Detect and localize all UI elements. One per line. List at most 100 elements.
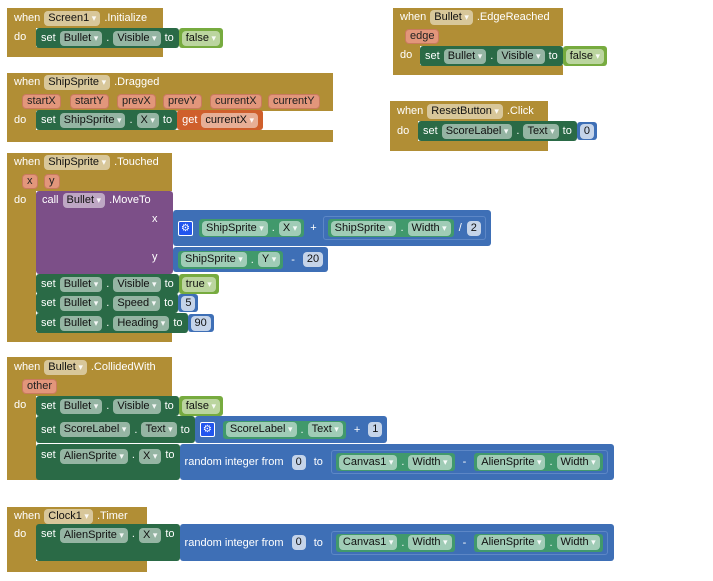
param-prevy[interactable]: prevY <box>163 94 202 109</box>
random-integer-block[interactable]: random integer from0toCanvas1.Width-Alie… <box>179 444 614 480</box>
param-other[interactable]: other <box>22 379 58 394</box>
component-dropdown[interactable]: AlienSprite <box>59 449 128 464</box>
property-dropdown[interactable]: Width <box>556 454 600 470</box>
component-dropdown[interactable]: Bullet <box>59 315 103 331</box>
component-dropdown[interactable]: ScoreLabel <box>59 422 131 437</box>
component-dropdown[interactable]: AlienSprite <box>59 528 128 543</box>
add-block[interactable]: ⚙ ScoreLabel.Text +1 <box>194 416 388 443</box>
component-dropdown[interactable]: ShipSprite <box>181 252 247 267</box>
param-prevx[interactable]: prevX <box>117 94 156 109</box>
property-dropdown[interactable]: Visible <box>113 398 161 414</box>
boolean-dropdown[interactable]: false <box>565 48 605 64</box>
property-dropdown[interactable]: X <box>138 449 162 464</box>
param-edge[interactable]: edge <box>405 29 440 44</box>
getter-block[interactable]: Canvas1.Width <box>335 533 455 552</box>
property-dropdown[interactable]: X <box>278 220 302 236</box>
boolean-dropdown[interactable]: false <box>181 398 221 414</box>
boolean-block[interactable]: false <box>178 396 224 416</box>
param-y[interactable]: y <box>44 174 60 189</box>
number-field[interactable]: 2 <box>466 220 481 236</box>
number-block[interactable]: 5 <box>178 294 199 312</box>
property-dropdown[interactable]: X <box>136 112 159 128</box>
number-field[interactable]: 1 <box>368 422 383 437</box>
param-startx[interactable]: startX <box>22 94 61 109</box>
number-field[interactable]: 90 <box>190 315 211 331</box>
param-currentx[interactable]: currentX <box>210 94 262 109</box>
component-dropdown[interactable]: ScoreLabel <box>225 422 297 437</box>
property-dropdown[interactable]: Width <box>407 220 451 236</box>
mutator-gear-icon[interactable]: ⚙ <box>199 422 215 437</box>
component-dropdown[interactable]: ShipSprite <box>202 220 268 236</box>
property-dropdown[interactable]: Width <box>408 454 452 470</box>
component-dropdown[interactable]: Bullet <box>62 192 106 208</box>
subtract-block[interactable]: Canvas1.Width-AlienSprite.Width <box>330 450 608 474</box>
property-dropdown[interactable]: Text <box>141 422 177 437</box>
getter-block[interactable]: AlienSprite.Width <box>474 453 603 471</box>
component-dropdown[interactable]: Canvas1 <box>338 535 398 550</box>
getter-block[interactable]: ScoreLabel.Text <box>222 420 346 439</box>
component-dropdown[interactable]: Bullet <box>59 30 103 46</box>
number-block[interactable]: 0 <box>576 122 597 140</box>
getter-block[interactable]: ShipSprite.Y <box>178 250 284 269</box>
getter-block[interactable]: ShipSprite.X <box>199 219 305 237</box>
getter-block[interactable]: ShipSprite.Width <box>327 219 454 237</box>
property-dropdown[interactable]: Visible <box>497 48 545 64</box>
number-field[interactable]: 5 <box>181 295 196 311</box>
property-dropdown[interactable]: Visible <box>113 276 161 292</box>
component-dropdown[interactable]: Bullet <box>59 295 103 311</box>
param-starty[interactable]: startY <box>70 94 109 109</box>
component-dropdown[interactable]: ShipSprite <box>59 112 126 128</box>
number-field[interactable]: 0 <box>579 123 594 139</box>
component-dropdown[interactable]: AlienSprite <box>477 454 546 470</box>
component-dropdown[interactable]: Screen1 <box>44 10 101 26</box>
boolean-dropdown[interactable]: false <box>181 30 221 46</box>
property-dropdown[interactable]: Y <box>257 252 281 267</box>
property-dropdown[interactable]: Visible <box>113 30 161 46</box>
number-field[interactable]: 0 <box>291 535 306 550</box>
number-field[interactable]: 0 <box>291 454 306 470</box>
subtract-block[interactable]: ShipSprite.Y-20 <box>173 247 329 272</box>
getter-block[interactable]: AlienSprite.Width <box>474 533 603 552</box>
param-x[interactable]: x <box>22 174 38 189</box>
subtract-block[interactable]: Canvas1.Width-AlienSprite.Width <box>330 530 608 555</box>
component-dropdown[interactable]: Bullet <box>430 9 473 25</box>
component-dropdown[interactable]: ResetButton <box>427 103 503 119</box>
component-dropdown[interactable]: Canvas1 <box>338 454 398 470</box>
property-dropdown[interactable]: Heading <box>113 315 170 331</box>
boolean-block[interactable]: false <box>562 46 608 66</box>
component-dropdown[interactable]: Bullet <box>59 398 103 414</box>
divide-block[interactable]: ShipSprite.Width / 2 <box>322 216 486 240</box>
component-dropdown[interactable]: ShipSprite <box>330 220 397 236</box>
boolean-block[interactable]: true <box>178 274 219 294</box>
param-currenty[interactable]: currentY <box>268 94 320 109</box>
component-dropdown[interactable]: Bullet <box>59 276 103 292</box>
component-dropdown[interactable]: Bullet <box>44 359 87 375</box>
component-dropdown[interactable]: ShipSprite <box>44 74 111 90</box>
property-dropdown[interactable]: Text <box>307 422 343 437</box>
number-block[interactable]: 90 <box>187 314 214 332</box>
variable-dropdown[interactable]: currentX <box>201 112 259 128</box>
add-block[interactable]: ⚙ShipSprite.X+ShipSprite.Width/2 <box>173 210 491 246</box>
boolean-dropdown[interactable]: true <box>181 276 216 292</box>
property-dropdown[interactable]: X <box>138 528 162 543</box>
property-dropdown[interactable]: Speed <box>113 295 161 311</box>
property-dropdown[interactable]: Text <box>523 123 559 139</box>
get-variable-block[interactable]: get currentX <box>177 110 264 130</box>
mutator-gear-icon[interactable]: ⚙ <box>178 220 193 236</box>
component-dropdown[interactable]: Bullet <box>443 48 487 64</box>
number-field[interactable]: 20 <box>302 252 324 267</box>
property-dropdown[interactable]: Width <box>556 535 600 550</box>
random-integer-block[interactable]: random integer from0toCanvas1.Width-Alie… <box>179 524 614 561</box>
component-dropdown[interactable]: ScoreLabel <box>441 123 513 139</box>
component-dropdown[interactable]: ShipSprite <box>44 154 111 170</box>
